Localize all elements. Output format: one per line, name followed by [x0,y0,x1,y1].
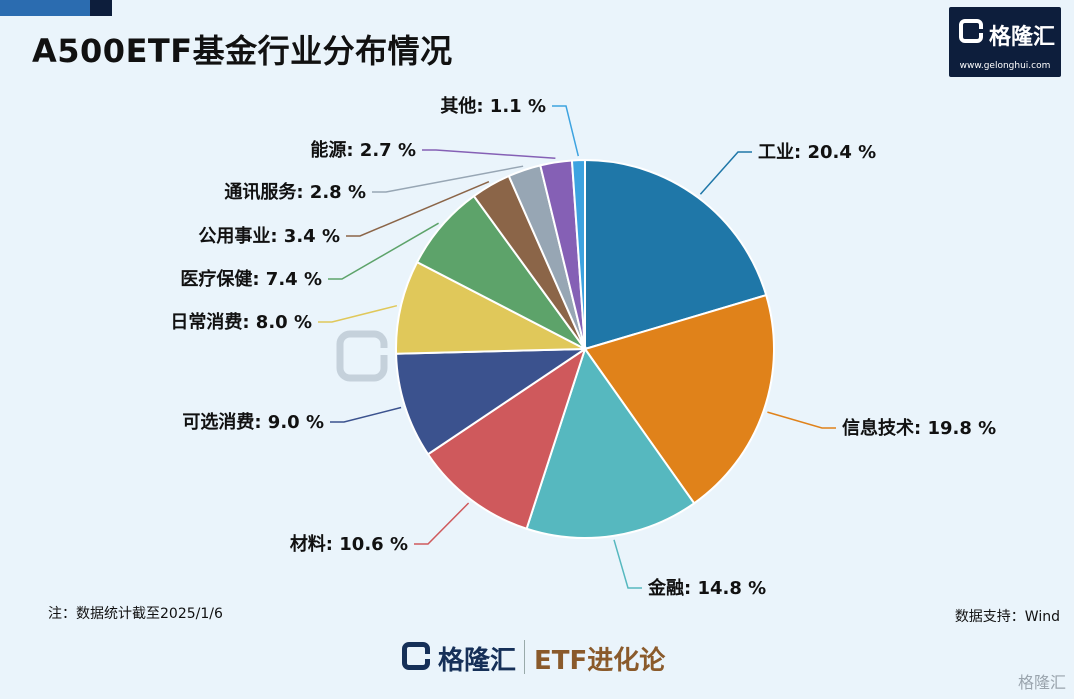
leader-line-9 [372,165,524,193]
pie-slice-4 [426,346,587,531]
footer-brand-name: 格隆汇 [438,646,517,676]
pie-slice-3 [525,346,696,539]
brand-logo-url: www.gelonghui.com [959,61,1051,71]
leader-line-10 [422,149,556,160]
slice-label-7: 医疗保健: 7.4 % [180,268,322,290]
leader-line-3 [613,539,642,589]
brand-logo-name: 格隆汇 [989,25,1056,50]
footer-brand: 格隆汇 ETF进化论 [402,636,692,676]
pie-slice-2 [583,293,775,505]
footnote: 注：数据统计截至2025/1/6 [48,606,223,622]
corner-watermark: 格隆汇 [1017,673,1066,692]
slice-label-2: 信息技术: 19.8 % [842,417,996,439]
footer-g-icon [402,642,430,670]
leader-line-5 [330,406,402,423]
footer-column-name: ETF进化论 [534,646,666,676]
slice-label-5: 可选消费: 9.0 % [182,411,324,433]
slice-label-8: 公用事业: 3.4 % [198,225,340,247]
slice-label-11: 其他: 1.1 % [440,95,546,117]
chart-title: A500ETF基金行业分布情况 [32,32,453,70]
corner-accent-dark [90,0,112,16]
leader-line-1 [699,151,752,195]
slice-label-4: 材料: 10.6 % [290,533,408,555]
leader-line-6 [318,304,398,323]
data-source: 数据支持：Wind [954,609,1060,625]
pie-slice-6 [395,260,586,355]
slice-label-1: 工业: 20.4 % [758,142,876,163]
slice-label-3: 金融: 14.8 % [647,577,766,599]
leader-line-11 [552,105,580,157]
leader-line-8 [346,181,490,237]
slice-label-6: 日常消费: 8.0 % [170,311,312,333]
pie-slice-5 [395,347,589,456]
footer-divider [524,640,525,674]
slice-label-9: 通讯服务: 2.8 % [224,181,366,203]
pie-slice-11 [570,158,586,350]
pie-slice-1 [584,158,768,351]
leader-line-7 [328,222,439,280]
corner-accent [0,0,90,16]
brand-g-icon [959,19,983,43]
slice-label-10: 能源: 2.7 % [310,139,416,161]
leader-line-2 [767,411,836,429]
brand-logo: 格隆汇 www.gelonghui.com [949,7,1061,77]
leader-line-4 [414,502,470,545]
